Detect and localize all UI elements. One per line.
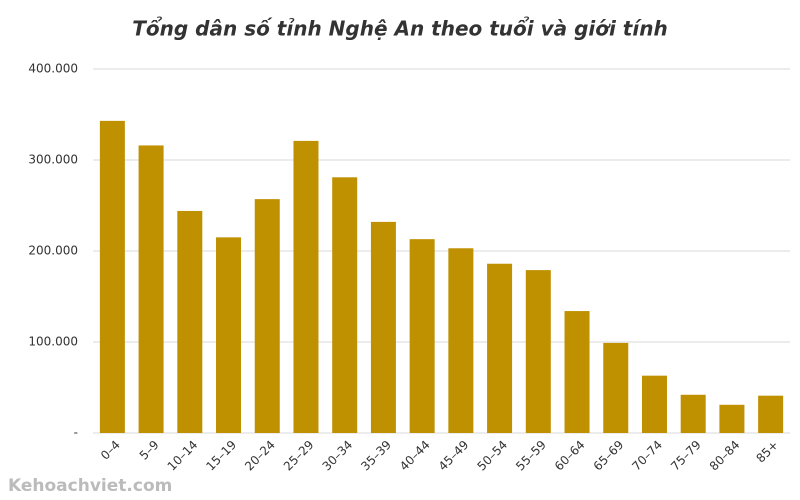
bar: [680, 394, 706, 433]
bar: [448, 248, 474, 433]
y-tick-label: 300.000: [28, 153, 78, 167]
bar: [487, 263, 513, 433]
bar: [758, 395, 784, 433]
chart-title: Tổng dân số tỉnh Nghệ An theo tuổi và gi…: [132, 17, 667, 41]
x-tick-label: 20–24: [242, 438, 278, 474]
y-tick-label: -: [74, 426, 78, 440]
y-tick-label: 100.000: [28, 335, 78, 349]
x-tick-label: 85+: [753, 438, 781, 466]
x-tick-label: 5–9: [137, 438, 162, 463]
bar: [603, 342, 629, 433]
bar: [293, 140, 319, 433]
bar: [99, 120, 125, 434]
bar: [409, 239, 435, 433]
bar: [370, 221, 396, 433]
x-tick-label: 70–74: [629, 438, 665, 474]
x-tick-label: 45–49: [436, 438, 472, 474]
x-tick-label: 75–79: [668, 438, 704, 474]
watermark: Kehoachviet.com: [8, 476, 172, 496]
bar: [177, 210, 203, 433]
x-tick-label: 65–69: [591, 438, 627, 474]
bar: [216, 237, 242, 433]
x-tick-label: 25–29: [281, 438, 317, 474]
x-tick-label: 80–84: [707, 438, 743, 474]
x-tick-label: 40–44: [397, 438, 433, 474]
x-tick-label: 30–34: [320, 438, 356, 474]
x-tick-label: 55–59: [513, 438, 549, 474]
bar: [564, 311, 590, 433]
bar: [332, 177, 358, 433]
bar: [641, 375, 667, 433]
x-tick-label: 0–4: [98, 438, 123, 463]
x-tick-label: 60–64: [552, 438, 588, 474]
x-tick-label: 35–39: [358, 438, 394, 474]
x-tick-label: 50–54: [474, 438, 510, 474]
bar: [525, 270, 551, 433]
bar: [254, 199, 280, 433]
bar: [138, 145, 164, 433]
bar: [719, 404, 745, 433]
x-tick-label: 10–14: [165, 438, 201, 474]
y-tick-label: 400.000: [28, 62, 78, 76]
y-tick-label: 200.000: [28, 244, 78, 258]
x-tick-label: 15–19: [203, 438, 239, 474]
